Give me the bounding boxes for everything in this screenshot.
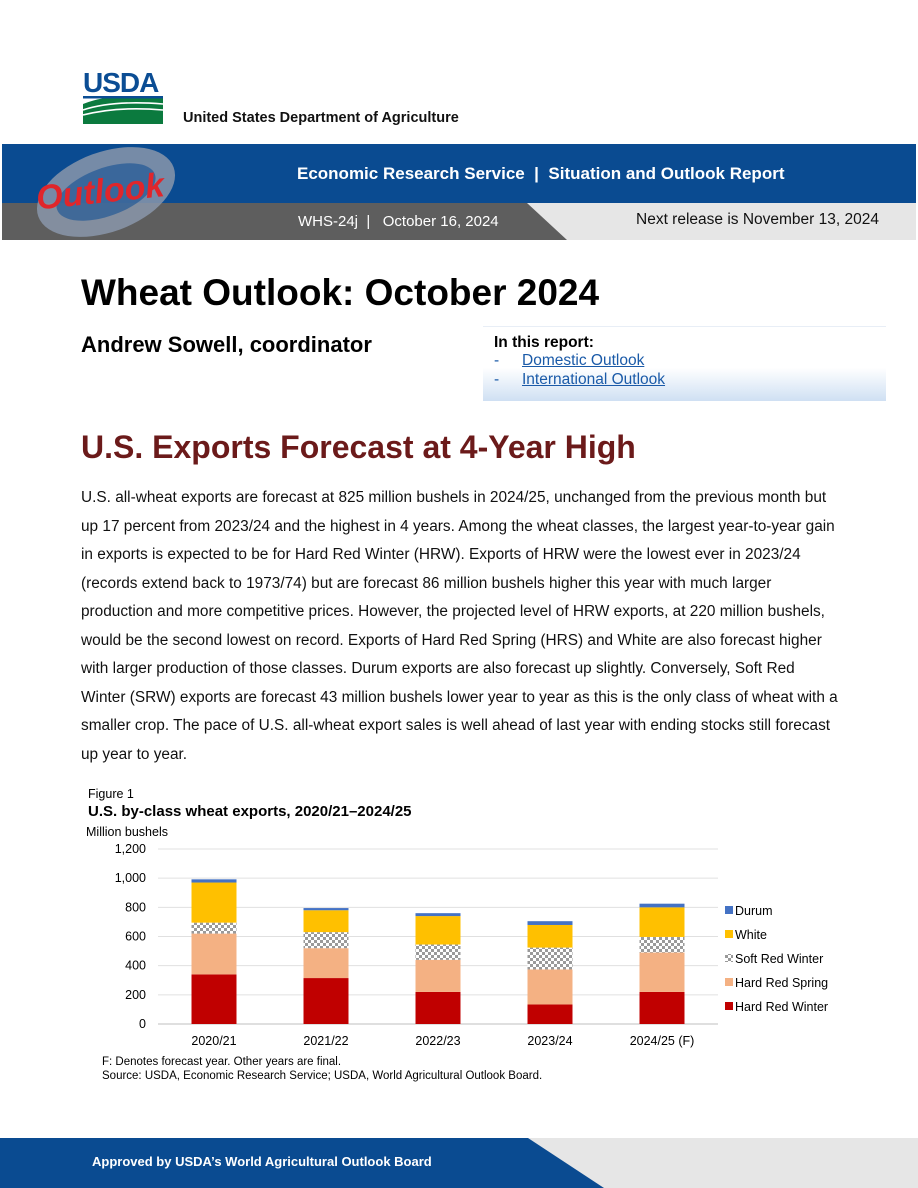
in-this-report-heading: In this report:	[494, 334, 594, 351]
coordinator-name: Andrew Sowell, coordinator	[81, 332, 372, 357]
legend-swatch	[725, 930, 733, 938]
y-tick-label: 1,200	[115, 842, 146, 856]
bar-segment-hard-red-spring	[527, 969, 573, 1005]
bar-segment-durum	[303, 908, 349, 911]
bar-segment-hard-red-winter	[527, 1004, 573, 1024]
y-tick-label: 800	[125, 900, 146, 914]
bar-segment-white	[415, 916, 461, 945]
bar-segment-soft-red-winter	[527, 947, 573, 970]
domestic-outlook-link[interactable]: Domestic Outlook	[522, 352, 645, 369]
bar-segment-durum	[191, 879, 237, 883]
bar-segment-white	[191, 882, 237, 923]
x-tick-label: 2021/22	[303, 1034, 348, 1048]
y-axis-label: Million bushels	[86, 825, 168, 839]
exports-stacked-bar-chart: Million bushels 2020/21 2021/22 2022/23 202…	[86, 825, 828, 1048]
x-tick-label: 2020/21	[191, 1034, 236, 1048]
bar-segment-hard-red-winter	[415, 991, 461, 1024]
bar-segment-hard-red-spring	[303, 948, 349, 979]
next-release-date: Next release is November 13, 2024	[636, 211, 879, 228]
figure-label: Figure 1	[88, 787, 134, 801]
usda-logo-text: USDA	[83, 67, 159, 98]
agency-report-line: Economic Research Service | Situation an…	[297, 164, 785, 183]
bar-segment-durum	[527, 921, 573, 925]
in-this-report-box: In this report: - Domestic Outlook - Inter…	[483, 326, 886, 401]
bar-segment-white	[303, 910, 349, 933]
legend-entry: Soft Red Winter	[735, 952, 823, 966]
x-tick-label: 2023/24	[527, 1034, 572, 1048]
bar-segment-durum	[415, 913, 461, 917]
bar-segment-white	[527, 924, 573, 948]
figure-note: F: Denotes forecast year. Other years ar…	[102, 1056, 342, 1068]
footer-blue-band	[0, 1138, 604, 1188]
legend-entry: Durum	[735, 904, 773, 918]
x-tick-label: 2024/25 (F)	[630, 1034, 695, 1048]
y-tick-label: 0	[139, 1017, 146, 1031]
bar-segment-soft-red-winter	[639, 936, 685, 953]
bar-segment-hard-red-spring	[639, 952, 685, 992]
bar-segment-soft-red-winter	[303, 932, 349, 949]
bar-segment-hard-red-spring	[191, 933, 237, 975]
international-outlook-link[interactable]: International Outlook	[522, 371, 666, 388]
y-tick-label: 200	[125, 988, 146, 1002]
figure-source: Source: USDA, Economic Research Service;…	[102, 1070, 543, 1082]
bar-segment-hard-red-winter	[303, 978, 349, 1024]
figure-title: U.S. by-class wheat exports, 2020/21–202…	[88, 803, 412, 820]
body-paragraph: U.S. all-wheat exports are forecast at 8…	[81, 489, 838, 763]
toc-item-domestic[interactable]: - Domestic Outlook	[494, 352, 644, 370]
x-tick-label: 2022/23	[415, 1034, 460, 1048]
bar-segment-soft-red-winter	[415, 944, 461, 960]
section-heading: U.S. Exports Forecast at 4-Year High	[81, 429, 636, 465]
department-name: United States Department of Agriculture	[183, 110, 459, 126]
y-tick-label: 600	[125, 930, 146, 944]
legend-swatch	[725, 978, 733, 986]
legend-swatch	[725, 954, 733, 962]
legend-swatch	[725, 906, 733, 914]
bar-segment-soft-red-winter	[191, 922, 237, 934]
toc-dash: -	[494, 371, 500, 388]
outlook-emblem: Outlook	[34, 147, 176, 237]
toc-item-international[interactable]: - International Outlook	[494, 371, 665, 389]
legend-entry: Hard Red Winter	[735, 1000, 828, 1014]
bar-segment-durum	[639, 903, 685, 908]
y-tick-label: 400	[125, 959, 146, 973]
bar-segment-white	[639, 907, 685, 937]
legend-entry: White	[735, 928, 767, 942]
bar-segment-hard-red-winter	[191, 974, 237, 1024]
toc-dash: -	[494, 352, 500, 369]
legend-swatch	[725, 1002, 733, 1010]
legend-entry: Hard Red Spring	[735, 976, 828, 990]
issue-date-line: WHS-24j | October 16, 2024	[298, 213, 499, 230]
page-title: Wheat Outlook: October 2024	[81, 272, 600, 313]
footer-approval-text: Approved by USDA’s World Agricultural Ou…	[92, 1154, 432, 1169]
bar-segment-hard-red-winter	[639, 991, 685, 1024]
y-tick-label: 1,000	[115, 871, 146, 885]
bar-segment-hard-red-spring	[415, 959, 461, 992]
usda-logo-hills-icon	[83, 96, 163, 124]
